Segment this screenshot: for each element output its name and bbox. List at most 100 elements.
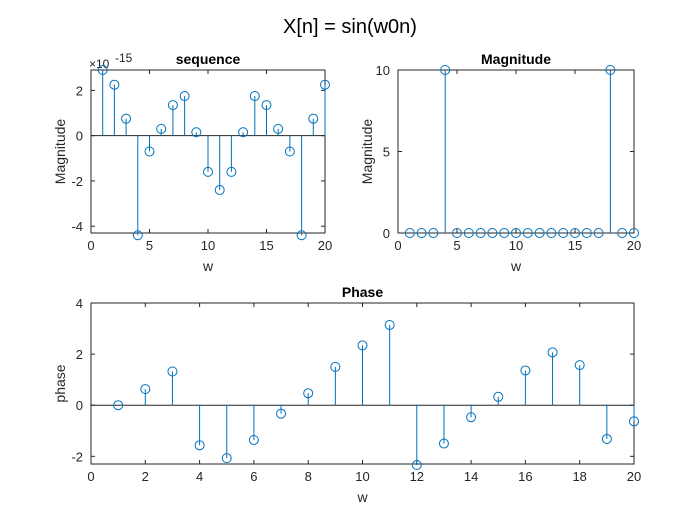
phase-title: Phase — [342, 284, 383, 300]
sequence-y-exponent-label: ×10 — [89, 57, 110, 71]
magnitude-title: Magnitude — [481, 51, 551, 67]
magnitude-point — [593, 228, 604, 238]
magnitude-point — [546, 228, 557, 238]
phase-xtick-label: 10 — [355, 469, 369, 484]
sequence-xtick-label: 20 — [318, 238, 332, 253]
sequence-point — [132, 230, 143, 241]
phase-xtick-label: 14 — [464, 469, 478, 484]
magnitude-point — [416, 228, 427, 238]
phase-ytick-label: 0 — [76, 398, 83, 413]
phase-xtick-label: 2 — [142, 469, 149, 484]
phase-ylabel: phase — [52, 364, 68, 402]
magnitude-point — [522, 228, 533, 238]
phase-point — [574, 360, 585, 371]
sequence-ytick-label: 0 — [76, 129, 83, 144]
phase-point — [303, 388, 314, 399]
sequence-xtick-label: 10 — [201, 238, 215, 253]
magnitude-ylabel: Magnitude — [359, 119, 375, 185]
phase-xtick-label: 0 — [87, 469, 94, 484]
phase-point — [248, 434, 259, 445]
phase-ytick-label: 2 — [76, 347, 83, 362]
phase-point — [493, 391, 504, 402]
sequence-point — [144, 146, 155, 157]
magnitude-point — [428, 228, 439, 238]
phase-ytick-label: -2 — [71, 449, 83, 464]
magnitude-ytick-label: 0 — [383, 226, 390, 241]
phase-xtick-label: 4 — [196, 469, 203, 484]
phase-point — [547, 347, 558, 358]
sequence-point — [308, 113, 319, 124]
magnitude-point — [558, 228, 569, 238]
sequence-point — [284, 146, 295, 157]
phase-xtick-label: 8 — [305, 469, 312, 484]
sequence-point — [203, 166, 213, 177]
magnitude-point — [605, 65, 616, 75]
phase-point — [601, 433, 612, 444]
magnitude-ytick-label: 5 — [383, 145, 390, 160]
phase-ytick-label: 4 — [76, 296, 83, 311]
magnitude-point — [404, 228, 415, 238]
sequence-point — [97, 65, 108, 75]
phase-xlabel: w — [356, 489, 368, 505]
sequence-xtick-label: 0 — [87, 238, 94, 253]
magnitude-xtick-label: 15 — [568, 238, 582, 253]
sequence-point — [214, 184, 225, 195]
phase-point — [384, 319, 395, 330]
phase-point — [357, 340, 368, 351]
magnitude-point — [440, 65, 451, 75]
magnitude-point — [487, 228, 498, 238]
phase-point — [330, 361, 341, 372]
sequence-ytick-label: -4 — [71, 219, 83, 234]
figure-title: X[n] = sin(w0n) — [283, 16, 417, 38]
magnitude-xtick-label: 0 — [394, 238, 401, 253]
sequence-axes: sequence 0 5 10 15 20 -4 -2 0 2 ×10 -15 w Magnitude — [52, 51, 332, 274]
phase-xtick-label: 18 — [572, 469, 586, 484]
phase-point — [113, 400, 124, 411]
sequence-point — [109, 79, 120, 90]
phase-xtick-label: 12 — [410, 469, 424, 484]
phase-point — [221, 453, 232, 464]
sequence-ytick-label: -2 — [71, 174, 83, 189]
phase-point — [276, 408, 287, 419]
sequence-point — [320, 79, 330, 90]
sequence-point — [238, 127, 249, 138]
magnitude-axes: Magnitude 0 5 10 15 20 0 5 10 w Magnitude — [359, 51, 641, 274]
magnitude-xtick-label: 5 — [453, 238, 460, 253]
sequence-point — [226, 166, 237, 177]
sequence-ytick-label: 2 — [76, 83, 83, 98]
sequence-point — [191, 127, 202, 138]
phase-point — [167, 366, 178, 377]
sequence-title: sequence — [176, 51, 241, 67]
magnitude-point — [463, 228, 474, 238]
magnitude-point — [534, 228, 545, 238]
sequence-y-exponent: -15 — [115, 51, 133, 65]
phase-xtick-label: 16 — [518, 469, 532, 484]
sequence-point — [296, 230, 307, 241]
sequence-point — [179, 91, 190, 102]
phase-point — [140, 384, 151, 395]
magnitude-xtick-label: 10 — [509, 238, 523, 253]
phase-point — [411, 460, 422, 471]
sequence-xtick-label: 5 — [146, 238, 153, 253]
magnitude-point — [617, 228, 628, 238]
phase-point — [629, 416, 639, 427]
magnitude-axes-box — [397, 69, 635, 234]
phase-point — [194, 440, 205, 451]
phase-xtick-label: 20 — [627, 469, 641, 484]
phase-xtick-label: 6 — [250, 469, 257, 484]
phase-point — [438, 438, 449, 449]
magnitude-point — [475, 228, 486, 238]
phase-axes: Phase 0 2 4 6 8 10 12 14 16 18 20 -2 0 2 4 w phase — [52, 284, 641, 505]
sequence-point — [261, 100, 272, 111]
magnitude-point — [511, 228, 521, 238]
magnitude-point — [581, 228, 592, 238]
sequence-point — [156, 123, 167, 134]
sequence-point — [273, 123, 284, 134]
phase-point — [466, 412, 477, 423]
sequence-point — [121, 113, 132, 124]
magnitude-point — [570, 228, 580, 238]
magnitude-xlabel: w — [510, 258, 522, 274]
sequence-xtick-label: 15 — [259, 238, 273, 253]
